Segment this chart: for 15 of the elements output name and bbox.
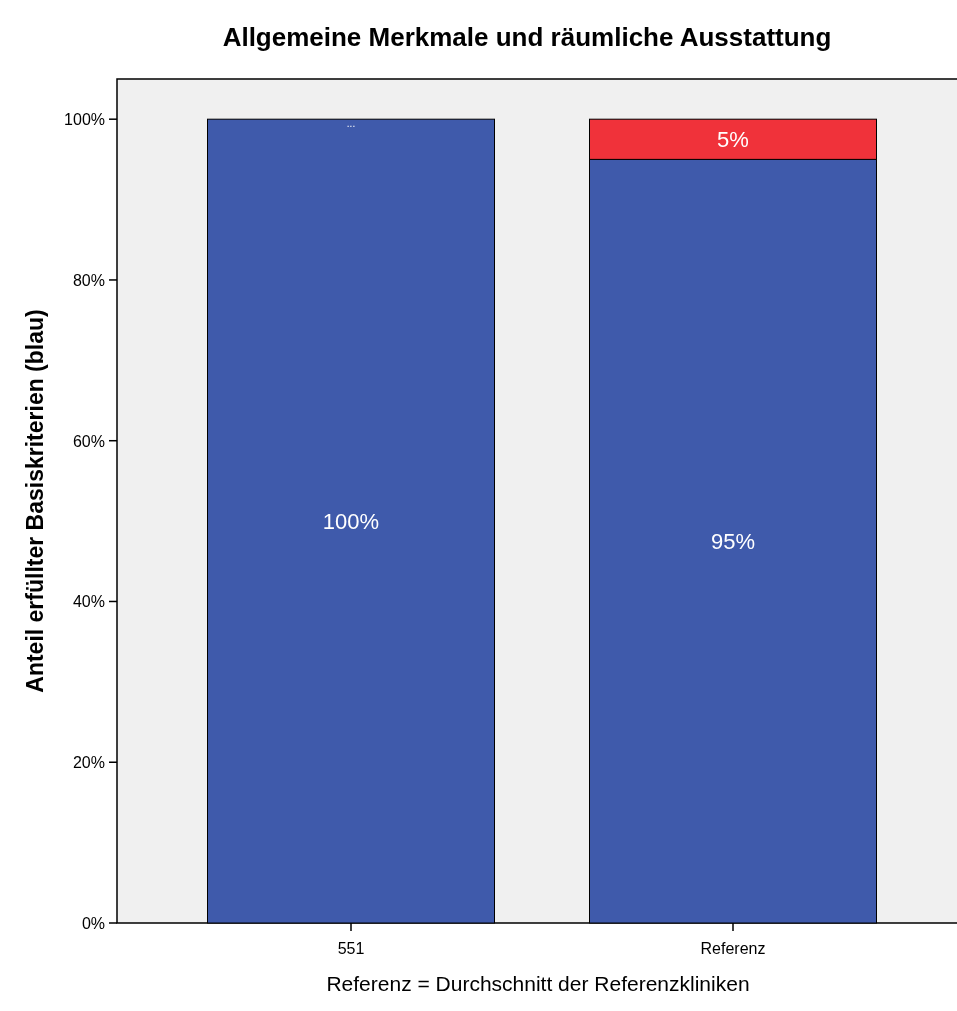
y-tick-label: 20% — [72, 754, 105, 772]
data-label: 100% — [322, 509, 380, 535]
y-tick-label: 40% — [72, 593, 105, 611]
y-tick-label: 100% — [64, 111, 105, 129]
x-tick-label: 551 — [337, 940, 365, 957]
y-axis-title: Anteil erfüllter Basiskriterien (blau) — [22, 309, 48, 693]
y-tick-label: 60% — [72, 432, 105, 450]
data-label: 95% — [710, 529, 756, 555]
chart-title: Allgemeine Merkmale und räumliche Ausstattung — [222, 22, 832, 52]
data-label: 5% — [717, 127, 749, 153]
data-label: ... — [346, 118, 356, 130]
y-tick-label: 0% — [81, 915, 105, 932]
x-axis-title: Referenz = Durchschnitt der Referenzkliniken — [326, 972, 750, 995]
y-tick-label: 80% — [72, 271, 105, 289]
x-tick-label: Referenz — [700, 940, 766, 957]
